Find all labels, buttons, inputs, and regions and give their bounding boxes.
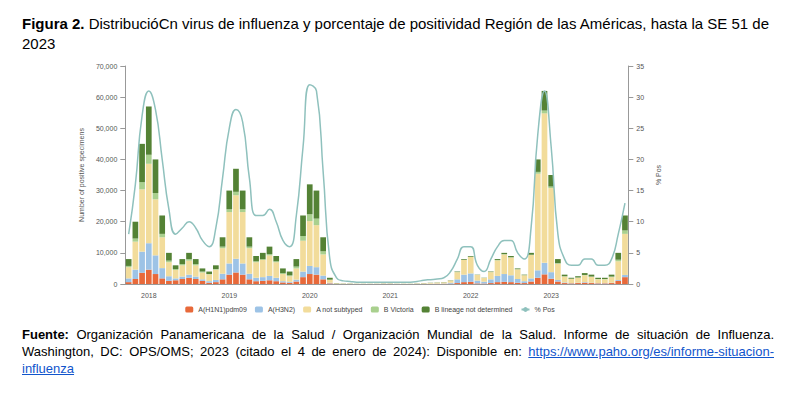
svg-text:5: 5: [636, 249, 640, 256]
svg-text:30,000: 30,000: [96, 187, 118, 194]
html-text:Fuente: Organización Panameric: Fuente: Organización Panamericana de la …: [22, 327, 774, 376]
svg-text:0: 0: [636, 281, 640, 288]
svg-text:Number of positive specimens: Number of positive specimens: [78, 128, 86, 222]
svg-text:2020: 2020: [302, 292, 318, 299]
svg-text:50,000: 50,000: [96, 125, 118, 132]
svg-text:10,000: 10,000: [96, 249, 118, 256]
svg-text:20,000: 20,000: [96, 218, 118, 225]
svg-text:60,000: 60,000: [96, 94, 118, 101]
svg-text:2021: 2021: [382, 292, 398, 299]
svg-text:B lineage not determined: B lineage not determined: [435, 306, 513, 314]
svg-text:% Pos: % Pos: [655, 164, 662, 185]
svg-text:2023: 2023: [543, 292, 559, 299]
svg-text:% Pos: % Pos: [534, 306, 555, 313]
html-text:Figura 2. DistribucióCn virus: Figura 2. DistribucióCn virus de influen…: [22, 15, 770, 52]
svg-text:20: 20: [636, 156, 644, 163]
svg-text:70,000: 70,000: [96, 63, 118, 70]
svg-text:15: 15: [636, 187, 644, 194]
svg-text:0: 0: [113, 281, 117, 288]
svg-text:35: 35: [636, 63, 644, 70]
svg-text:A(H3N2): A(H3N2): [268, 306, 295, 314]
svg-text:40,000: 40,000: [96, 156, 118, 163]
svg-text:10: 10: [636, 218, 644, 225]
svg-text:A not subtyped: A not subtyped: [316, 306, 362, 314]
svg-text:25: 25: [636, 125, 644, 132]
svg-text:2022: 2022: [463, 292, 479, 299]
svg-text:2018: 2018: [141, 292, 157, 299]
svg-text:A(H1N1)pdm09: A(H1N1)pdm09: [198, 306, 247, 314]
svg-text:30: 30: [636, 94, 644, 101]
svg-text:2019: 2019: [221, 292, 237, 299]
svg-text:B Victoria: B Victoria: [384, 306, 414, 313]
